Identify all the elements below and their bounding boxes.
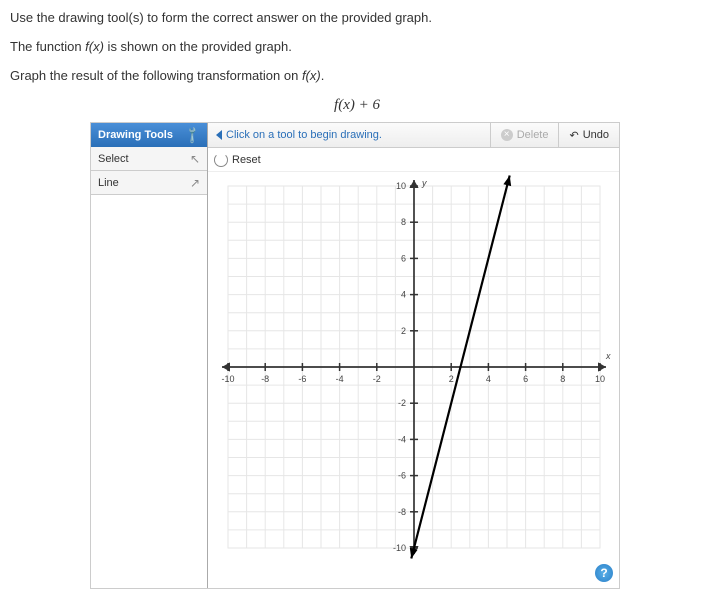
svg-text:-6: -6 [298,374,306,384]
graph-svg: -10 -8 -6 -4 -2 2 4 6 8 10 -10 -8 -6 -4 -2 2 4 6 8 10 x y [214,172,614,562]
hint-text: Click on a tool to begin drawing. [226,129,382,141]
graph-canvas[interactable]: -10 -8 -6 -4 -2 2 4 6 8 10 -10 -8 -6 -4 -2 2 4 6 8 10 x y ? [208,172,619,588]
context-function: The function f(x) is shown on the provid… [10,39,704,54]
svg-text:10: 10 [595,374,605,384]
line-icon: ↗ [190,176,200,190]
svg-text:-10: -10 [221,374,234,384]
transformation-equation: f(x) + 6 [10,97,704,114]
svg-text:y: y [421,178,427,188]
delete-button[interactable]: × Delete [490,123,559,147]
undo-icon: ↶ [569,129,578,142]
svg-text:-2: -2 [373,374,381,384]
svg-text:-2: -2 [398,398,406,408]
svg-text:-8: -8 [261,374,269,384]
wrench-icon: 🔧 [182,125,202,145]
txt: The function [10,39,85,54]
delete-icon: × [501,129,513,141]
svg-text:6: 6 [401,253,406,263]
tools-sidebar: Drawing Tools 🔧 Select ↖ Line ↗ [91,123,208,588]
svg-text:4: 4 [401,290,406,300]
svg-text:-4: -4 [398,434,406,444]
tool-line-label: Line [98,177,119,189]
svg-text:4: 4 [486,374,491,384]
svg-text:x: x [605,351,611,361]
svg-text:2: 2 [449,374,454,384]
reset-icon [214,153,228,167]
undo-label: Undo [583,129,609,141]
cursor-icon: ↖ [190,152,200,166]
second-toolbar: Reset [208,148,619,172]
pointer-left-icon [216,130,222,140]
main-panel: Click on a tool to begin drawing. × Dele… [208,123,619,588]
svg-text:-8: -8 [398,507,406,517]
context-task: Graph the result of the following transf… [10,68,704,83]
fx2: f(x) [302,68,321,83]
txt2: is shown on the provided graph. [104,39,292,54]
svg-text:8: 8 [401,217,406,227]
fx: f(x) [85,39,104,54]
reset-label: Reset [232,154,261,166]
hint-bar: Click on a tool to begin drawing. [208,129,490,141]
instruction-primary: Use the drawing tool(s) to form the corr… [10,10,704,25]
svg-text:8: 8 [560,374,565,384]
reset-button[interactable]: Reset [208,153,261,167]
tool-select[interactable]: Select ↖ [91,147,207,171]
svg-text:-4: -4 [336,374,344,384]
tools-header: Drawing Tools 🔧 [91,123,207,147]
txt4: . [321,68,325,83]
svg-text:2: 2 [401,326,406,336]
svg-text:-6: -6 [398,471,406,481]
drawing-app: Drawing Tools 🔧 Select ↖ Line ↗ Click on… [90,122,620,589]
svg-text:-10: -10 [393,543,406,553]
txt3: Graph the result of the following transf… [10,68,302,83]
undo-button[interactable]: ↶ Undo [558,123,619,147]
svg-text:6: 6 [523,374,528,384]
delete-label: Delete [517,129,549,141]
help-button[interactable]: ? [595,564,613,582]
svg-text:10: 10 [396,181,406,191]
tool-select-label: Select [98,153,129,165]
tool-line[interactable]: Line ↗ [91,171,207,195]
top-toolbar: Click on a tool to begin drawing. × Dele… [208,123,619,148]
tools-title: Drawing Tools [98,129,173,141]
